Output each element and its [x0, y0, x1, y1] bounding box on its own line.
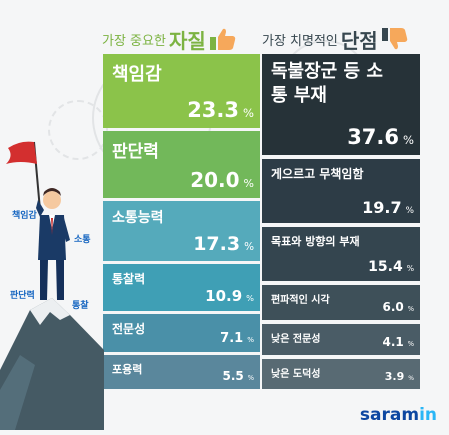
bar-value-label: 6.0% — [382, 300, 414, 314]
chart-bar: 독불장군 등 소통 부재 37.6% — [262, 54, 420, 156]
keyword-insight: 통찰 — [72, 301, 89, 311]
bar-value-label: 3.9% — [385, 370, 414, 383]
bar-category-label: 편파적인 시각 — [271, 295, 330, 307]
man-hair — [43, 188, 61, 196]
bar-category-label: 통찰력 — [112, 272, 146, 287]
bar-value-label: 17.3% — [193, 233, 254, 255]
chart-bar: 판단력 20.0% — [103, 131, 260, 198]
chart-bar: 편파적인 시각 6.0% — [262, 285, 420, 321]
bar-value-number: 6.0 — [382, 300, 404, 315]
bar-category-label: 판단력 — [112, 142, 159, 163]
keyword-judgment: 판단력 — [10, 291, 35, 301]
chart-bar: 낮은 도덕성 3.9% — [262, 358, 420, 389]
right-header-big: 단점 — [340, 28, 378, 53]
bar-value-unit: % — [403, 133, 414, 148]
bar-value-label: 7.1% — [220, 331, 254, 346]
man-head — [43, 191, 61, 209]
bar-value-number: 7.1 — [220, 330, 244, 346]
bar-category-label: 낮은 전문성 — [271, 334, 321, 346]
bar-value-unit: % — [405, 205, 414, 216]
bar-category-label: 전문성 — [112, 321, 146, 336]
right-header-small: 가장 치명적인 — [262, 33, 338, 49]
man-arm-down — [61, 218, 70, 242]
man-leg-left — [40, 260, 48, 300]
businessman-holding-flag — [0, 141, 104, 430]
man-tie — [51, 218, 53, 235]
bar-value-unit: % — [407, 339, 414, 348]
qualities-chart: 책임감 23.3% 판단력 20.0% 소통능력 17.3% 통찰력 10.9% 전문성 7.1%… — [103, 54, 260, 389]
background-gear-icon — [48, 100, 108, 160]
logo-suffix: in — [419, 405, 437, 425]
bar-value-number: 37.6 — [347, 125, 400, 150]
chart-bar: 낮은 전문성 4.1% — [262, 324, 420, 355]
bar-category-label: 책임감 — [112, 64, 162, 85]
keyword-responsibility: 책임감 — [12, 211, 37, 221]
bar-value-label: 37.6% — [347, 125, 414, 149]
bar-value-number: 20.0 — [190, 167, 240, 192]
weaknesses-chart: 독불장군 등 소통 부재 37.6% 게으르고 무책임함 19.7% 목표와 방향의 부… — [262, 54, 420, 389]
bar-value-unit: % — [406, 264, 414, 274]
thumbs-down-icon — [381, 28, 407, 50]
bar-value-label: 20.0% — [190, 168, 254, 192]
bar-value-label: 10.9% — [205, 287, 254, 305]
man-jacket — [38, 215, 66, 260]
bar-category-label: 포용력 — [112, 362, 143, 376]
left-header-small: 가장 중요한 — [102, 33, 166, 49]
right-header: 가장 치명적인 단점 — [262, 24, 408, 54]
bar-category-label: 목표와 방향의 부재 — [271, 234, 360, 248]
saramin-logo: saram in — [360, 405, 437, 425]
bar-value-number: 23.3 — [187, 98, 240, 123]
chart-bar: 전문성 7.1% — [103, 313, 260, 352]
bar-category-label: 낮은 도덕성 — [271, 368, 321, 380]
bar-value-label: 15.4% — [368, 259, 414, 275]
left-header-big: 자질 — [168, 28, 206, 53]
chart-bar: 책임감 23.3% — [103, 54, 260, 129]
bar-value-unit: % — [408, 375, 414, 382]
bar-value-unit: % — [247, 374, 254, 382]
mountain-snow — [30, 298, 70, 325]
chart-bar: 목표와 방향의 부재 15.4% — [262, 226, 420, 282]
bar-value-number: 10.9 — [205, 286, 243, 305]
bar-value-number: 17.3 — [193, 233, 241, 256]
bar-value-unit: % — [244, 241, 254, 254]
bar-value-label: 23.3% — [187, 98, 254, 122]
bar-value-number: 3.9 — [384, 370, 405, 383]
mountain-shape — [0, 298, 104, 430]
bar-value-number: 15.4 — [368, 259, 403, 276]
left-header: 가장 중요한 자질 — [102, 24, 236, 54]
flag-cloth — [6, 141, 37, 164]
man-leg-right — [56, 260, 64, 300]
bar-category-label: 게으르고 무책임함 — [271, 167, 364, 182]
bar-value-unit: % — [243, 176, 254, 190]
man-arm-raised — [36, 200, 44, 217]
bar-value-number: 5.5 — [222, 369, 244, 383]
logo-brand: saram — [359, 405, 420, 425]
chart-bar: 소통능력 17.3% — [103, 200, 260, 262]
bar-value-unit: % — [247, 334, 254, 344]
bar-value-label: 4.1% — [382, 335, 414, 349]
keyword-communication: 소통 — [74, 235, 91, 245]
bar-value-number: 4.1 — [382, 334, 404, 349]
bar-value-unit: % — [246, 292, 254, 303]
bar-value-label: 19.7% — [362, 198, 414, 217]
thumbs-up-icon — [209, 28, 235, 50]
chart-bar: 게으르고 무책임함 19.7% — [262, 159, 420, 223]
chart-bar: 통찰력 10.9% — [103, 264, 260, 311]
chart-bar: 포용력 5.5% — [103, 354, 260, 389]
bar-value-label: 5.5% — [222, 369, 254, 383]
bar-category-label: 소통능력 — [112, 209, 164, 226]
bar-value-unit: % — [243, 106, 254, 121]
mountain-shadow — [0, 355, 35, 430]
bar-value-number: 19.7 — [362, 197, 402, 217]
bar-category-label: 독불장군 등 소통 부재 — [271, 61, 383, 107]
bar-value-unit: % — [407, 305, 414, 314]
